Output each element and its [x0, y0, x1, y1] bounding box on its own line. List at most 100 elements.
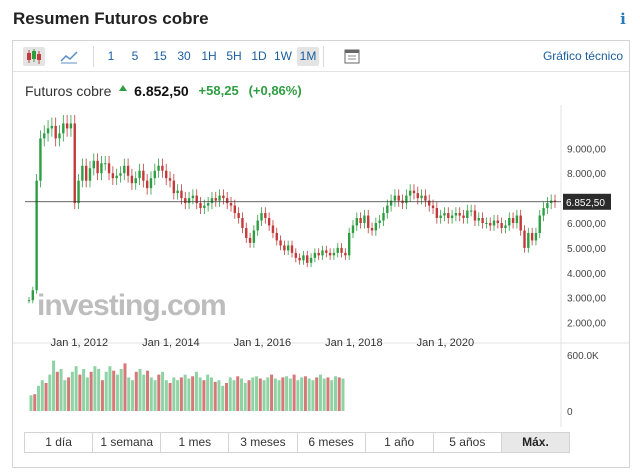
technical-chart-link[interactable]: Gráfico técnico — [542, 49, 623, 63]
candle-body — [115, 175, 118, 179]
candle-body — [363, 215, 366, 223]
candle-body — [77, 180, 80, 204]
volume-bar — [33, 394, 37, 411]
volume-bar — [318, 374, 322, 411]
timeframe-1m[interactable]: 1M — [297, 47, 319, 66]
range-button-7[interactable]: Máx. — [501, 433, 569, 452]
quote-row: Futuros cobre 6.852,50 +58,25 (+0,86%) — [25, 80, 302, 100]
arrow-up-icon — [119, 85, 128, 92]
volume-bar — [251, 377, 255, 411]
candle-body — [27, 300, 31, 302]
candle-body — [530, 232, 534, 241]
candle-body — [187, 198, 191, 204]
volume-bar — [40, 380, 44, 411]
candle-body — [92, 160, 95, 169]
candle-body — [100, 163, 103, 174]
candle-body — [523, 230, 526, 248]
candle-body — [397, 195, 400, 201]
candle-body — [271, 225, 275, 233]
volume-bar — [168, 383, 172, 411]
candle-body — [306, 255, 309, 263]
volume-bar — [194, 371, 198, 411]
range-button-6[interactable]: 5 años — [434, 433, 502, 452]
candle-body — [180, 190, 183, 199]
volume-bar — [326, 377, 330, 411]
candle-body — [393, 195, 397, 201]
calendar-icon[interactable] — [341, 47, 363, 66]
current-price-badge — [563, 193, 611, 210]
candle-body — [226, 198, 229, 204]
candle-body — [111, 173, 115, 179]
candle-body — [210, 198, 214, 204]
timeframe-30[interactable]: 30 — [177, 49, 191, 63]
candle-body — [382, 213, 385, 221]
timeframe-5h[interactable]: 5H — [226, 49, 242, 63]
candle-body — [191, 195, 195, 199]
volume-bar — [70, 371, 74, 411]
range-button-2[interactable]: 1 mes — [161, 433, 230, 452]
candle-body — [165, 170, 168, 179]
candle-body — [527, 232, 530, 248]
y-tick-label: 4.000,00 — [567, 269, 606, 280]
current-price-label: 6.852,50 — [566, 198, 605, 209]
candle-body — [142, 170, 145, 181]
volume-bar — [127, 377, 131, 411]
candle-body — [439, 215, 442, 219]
x-tick-label: Jan 1, 2020 — [417, 337, 475, 349]
volume-bar — [89, 371, 93, 411]
volume-bar — [78, 374, 82, 411]
volume-bar — [85, 377, 89, 411]
volume-bar — [161, 371, 165, 411]
candle-body — [424, 195, 427, 201]
range-button-4[interactable]: 6 meses — [298, 433, 366, 452]
chart-panel: 1 5 15 30 1H 5H 1D 1W 1M Gráfico técnico Futuros… — [12, 40, 630, 468]
timeframe-15[interactable]: 15 — [153, 49, 167, 63]
range-button-5[interactable]: 1 año — [366, 433, 434, 452]
area-chart-icon[interactable] — [58, 47, 80, 66]
volume-bar — [307, 378, 311, 411]
timeframe-5[interactable]: 5 — [131, 49, 139, 63]
price-chart[interactable]: 9.000,008.000,007.000,006.000,005.000,00… — [13, 105, 629, 427]
volume-bar — [213, 381, 217, 411]
candle-body — [206, 203, 210, 206]
candle-body — [515, 215, 519, 223]
volume-bar — [112, 370, 116, 411]
volume-bar — [164, 380, 168, 411]
candlestick-icon[interactable] — [23, 47, 45, 66]
candle-body — [374, 223, 378, 231]
volume-bar — [202, 380, 206, 411]
candle-body — [31, 290, 35, 301]
candle-body — [252, 230, 256, 243]
volume-bar — [292, 374, 296, 411]
candle-body — [157, 165, 160, 171]
info-icon[interactable]: i — [620, 10, 626, 28]
candle-body — [481, 218, 484, 223]
volume-bar — [303, 376, 307, 411]
watermark-logo: investing.com — [37, 289, 226, 322]
candle-body — [260, 213, 263, 221]
volume-bar — [191, 376, 195, 411]
candle-body — [370, 227, 374, 231]
volume-bar — [130, 380, 134, 411]
timeframe-1h[interactable]: 1H — [201, 49, 217, 63]
timeframe-1[interactable]: 1 — [107, 49, 115, 63]
candle-body — [469, 210, 473, 212]
volume-bar — [119, 369, 123, 411]
volume-bar — [333, 376, 337, 411]
x-tick-label: Jan 1, 2014 — [142, 337, 200, 349]
range-button-3[interactable]: 3 meses — [229, 433, 298, 452]
candle-body — [130, 175, 134, 184]
candle-body — [416, 193, 419, 199]
y-tick-label: 9.000,00 — [567, 144, 606, 155]
timeframe-1w[interactable]: 1W — [274, 49, 292, 63]
candle-body — [96, 160, 99, 174]
candle-body — [50, 125, 54, 129]
volume-bar — [311, 380, 315, 411]
candle-body — [447, 213, 450, 219]
range-button-1[interactable]: 1 semana — [93, 433, 162, 452]
candle-body — [298, 257, 301, 261]
volume-bar — [243, 383, 247, 411]
timeframe-1d[interactable]: 1D — [251, 49, 267, 63]
range-button-0[interactable]: 1 día — [25, 433, 94, 452]
